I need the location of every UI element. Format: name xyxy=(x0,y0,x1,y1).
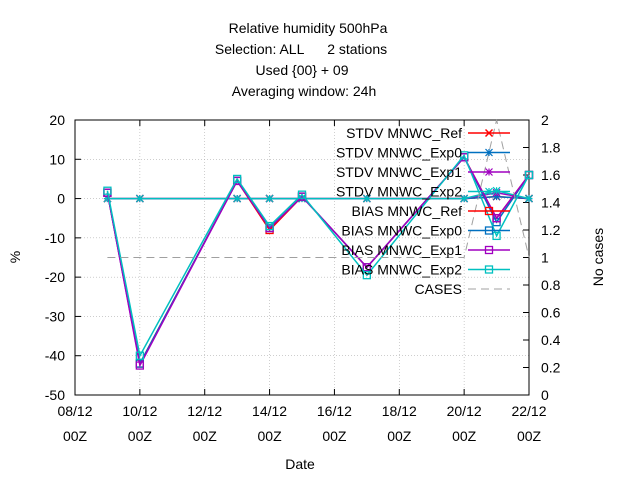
legend-marker xyxy=(484,245,494,255)
series-line-8 xyxy=(106,153,530,358)
data-point xyxy=(492,231,501,241)
y-tick-label: -40 xyxy=(45,348,65,364)
data-point xyxy=(362,263,372,272)
title-line-4: Averaging window: 24h xyxy=(232,83,377,99)
x-tick-label: 00Z xyxy=(258,428,283,444)
x-axis-label: Date xyxy=(285,456,315,472)
data-point xyxy=(265,194,274,203)
x-tick-label: 00Z xyxy=(452,428,477,444)
title-line-3: Used {00} + 09 xyxy=(255,62,348,78)
data-point xyxy=(265,221,274,231)
y2-tick-label: 0.8 xyxy=(541,277,561,293)
x-tick-label: 16/12 xyxy=(317,403,352,419)
y2-tick-label: 0 xyxy=(541,387,549,403)
legend-label: STDV MNWC_Ref xyxy=(346,125,462,141)
legend-marker xyxy=(484,265,494,274)
data-point xyxy=(232,174,242,184)
legend-label: BIAS MNWC_Exp2 xyxy=(341,262,462,278)
series-line-9 xyxy=(107,119,530,258)
chart-title: Relative humidity 500hPa Selection: ALL … xyxy=(215,20,388,99)
legend-label: STDV MNWC_Exp0 xyxy=(336,145,462,161)
data-point xyxy=(233,194,242,203)
x-axis-ticks: 08/12 00Z 10/12 00Z 12/12 00Z 14/12 00Z 16/12 00Z… xyxy=(57,120,547,444)
data-point xyxy=(459,151,469,160)
series-line-5 xyxy=(106,155,530,366)
data-point xyxy=(492,186,501,195)
y2-tick-label: 1.8 xyxy=(541,140,561,156)
y2-axis-label: No cases xyxy=(590,228,606,286)
data-point xyxy=(135,351,145,360)
y2-tick-label: 1.4 xyxy=(541,195,561,211)
legend-label: STDV MNWC_Exp2 xyxy=(336,184,462,200)
legend-marker xyxy=(485,148,493,157)
y2-tick-label: 0.4 xyxy=(541,332,561,348)
y-tick-label: -50 xyxy=(45,387,65,403)
data-point xyxy=(492,214,501,223)
y-tick-label: 10 xyxy=(49,151,65,167)
x-tick-label: 20/12 xyxy=(447,403,482,419)
title-line-2: Selection: ALL 2 stations xyxy=(215,41,387,57)
x-tick-label: 08/12 xyxy=(57,403,92,419)
x-tick-label: 10/12 xyxy=(122,403,157,419)
data-point xyxy=(362,194,371,203)
y-tick-label: 0 xyxy=(57,191,65,207)
legend-label: BIAS MNWC_Ref xyxy=(352,203,463,219)
data-point xyxy=(362,271,372,280)
data-point xyxy=(135,361,145,370)
legend: STDV MNWC_Ref STDV MNWC_Exp0 STDV MNWC_Exp… xyxy=(336,125,510,297)
x-tick-label: 12/12 xyxy=(187,403,222,419)
x-tick-label: 00Z xyxy=(517,428,542,444)
series-line-7 xyxy=(106,155,530,368)
y2-tick-label: 1 xyxy=(541,250,549,266)
data-point xyxy=(525,194,533,203)
x-tick-label: 00Z xyxy=(193,428,218,444)
legend-marker xyxy=(485,168,493,176)
y-tick-label: 20 xyxy=(49,112,65,128)
y-tick-label: -20 xyxy=(45,269,65,285)
y-tick-label: -30 xyxy=(45,308,65,324)
data-point xyxy=(135,194,144,203)
legend-label: CASES xyxy=(415,281,462,297)
series-line-6 xyxy=(106,155,530,366)
y2-tick-label: 1.2 xyxy=(541,222,561,238)
x-tick-label: 00Z xyxy=(63,428,88,444)
x-tick-label: 00Z xyxy=(128,428,153,444)
series-lines xyxy=(103,119,534,370)
y2-tick-label: 0.2 xyxy=(541,360,561,376)
legend-label: STDV MNWC_Exp1 xyxy=(336,164,462,180)
y-axis-ticks: -50 -40 -30 -20 -10 0 10 20 xyxy=(45,112,81,403)
y-tick-label: -10 xyxy=(45,230,65,246)
y2-tick-label: 1.6 xyxy=(541,167,561,183)
y2-tick-label: 0.6 xyxy=(541,305,561,321)
title-line-1: Relative humidity 500hPa xyxy=(229,20,388,36)
legend-label: BIAS MNWC_Exp0 xyxy=(341,223,462,239)
legend-marker xyxy=(484,128,494,138)
y-axis-label: % xyxy=(7,251,23,263)
x-tick-label: 18/12 xyxy=(382,403,417,419)
data-point xyxy=(460,194,469,203)
x-tick-label: 22/12 xyxy=(511,403,546,419)
data-point xyxy=(297,190,307,199)
x-tick-label: 00Z xyxy=(322,428,347,444)
y2-tick-label: 2 xyxy=(541,112,549,128)
data-point xyxy=(103,186,112,195)
legend-label: BIAS MNWC_Exp1 xyxy=(341,242,462,258)
legend-marker xyxy=(484,226,494,235)
legend-marker xyxy=(485,187,493,196)
data-point xyxy=(524,170,534,180)
x-tick-label: 00Z xyxy=(387,428,412,444)
x-tick-label: 14/12 xyxy=(252,403,287,419)
legend-marker xyxy=(484,206,494,216)
